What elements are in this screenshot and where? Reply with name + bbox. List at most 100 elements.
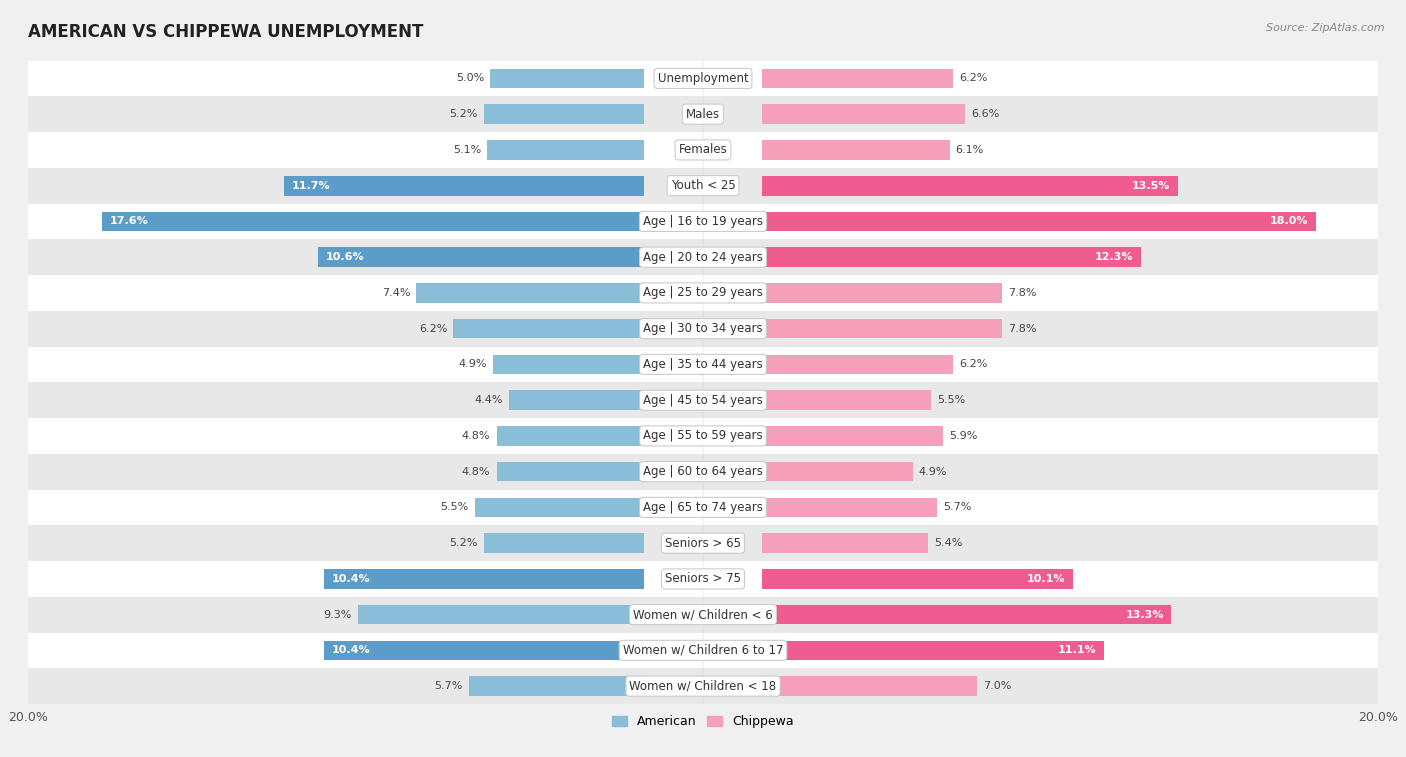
Bar	[762, 212, 1316, 231]
Bar	[762, 640, 1104, 660]
Text: 7.4%: 7.4%	[382, 288, 411, 298]
Text: 4.8%: 4.8%	[461, 431, 491, 441]
Text: 5.7%: 5.7%	[943, 503, 972, 512]
Text: Women w/ Children 6 to 17: Women w/ Children 6 to 17	[623, 644, 783, 657]
Bar	[28, 490, 1378, 525]
Text: 6.6%: 6.6%	[972, 109, 1000, 119]
Bar	[762, 534, 928, 553]
Text: 6.2%: 6.2%	[959, 360, 987, 369]
Bar	[323, 640, 644, 660]
Bar	[28, 311, 1378, 347]
Text: 6.2%: 6.2%	[959, 73, 987, 83]
Text: 5.7%: 5.7%	[434, 681, 463, 691]
Bar	[762, 283, 1002, 303]
Text: 6.1%: 6.1%	[956, 145, 984, 155]
Text: Males: Males	[686, 107, 720, 120]
Text: Women w/ Children < 6: Women w/ Children < 6	[633, 608, 773, 621]
Text: 10.6%: 10.6%	[326, 252, 364, 262]
Text: 7.0%: 7.0%	[983, 681, 1012, 691]
Bar	[28, 382, 1378, 418]
Text: 6.2%: 6.2%	[419, 324, 447, 334]
Text: Women w/ Children < 18: Women w/ Children < 18	[630, 680, 776, 693]
Text: 17.6%: 17.6%	[110, 217, 149, 226]
Text: Age | 20 to 24 years: Age | 20 to 24 years	[643, 251, 763, 263]
Bar	[496, 426, 644, 446]
Bar	[762, 426, 943, 446]
Text: Age | 60 to 64 years: Age | 60 to 64 years	[643, 465, 763, 478]
Bar	[28, 96, 1378, 132]
Text: Age | 55 to 59 years: Age | 55 to 59 years	[643, 429, 763, 442]
Bar	[762, 462, 912, 481]
Bar	[762, 104, 965, 124]
Bar	[28, 204, 1378, 239]
Text: 4.9%: 4.9%	[458, 360, 488, 369]
Bar	[28, 275, 1378, 311]
Text: Age | 30 to 34 years: Age | 30 to 34 years	[643, 322, 763, 335]
Bar	[762, 497, 938, 517]
Bar	[28, 132, 1378, 168]
Text: Age | 35 to 44 years: Age | 35 to 44 years	[643, 358, 763, 371]
Text: AMERICAN VS CHIPPEWA UNEMPLOYMENT: AMERICAN VS CHIPPEWA UNEMPLOYMENT	[28, 23, 423, 41]
Bar	[762, 391, 931, 410]
Bar	[509, 391, 644, 410]
Text: 5.0%: 5.0%	[456, 73, 484, 83]
Text: 5.2%: 5.2%	[450, 109, 478, 119]
Text: 4.8%: 4.8%	[461, 466, 491, 477]
Text: 5.1%: 5.1%	[453, 145, 481, 155]
Bar	[484, 534, 644, 553]
Text: 7.8%: 7.8%	[1008, 288, 1036, 298]
Text: 10.4%: 10.4%	[332, 574, 370, 584]
Text: 13.5%: 13.5%	[1132, 181, 1170, 191]
Text: Age | 25 to 29 years: Age | 25 to 29 years	[643, 286, 763, 300]
Text: 11.7%: 11.7%	[291, 181, 330, 191]
Bar	[28, 453, 1378, 490]
Text: Seniors > 65: Seniors > 65	[665, 537, 741, 550]
Bar	[28, 597, 1378, 633]
Bar	[491, 69, 644, 89]
Bar	[475, 497, 644, 517]
Bar	[28, 61, 1378, 96]
Text: 5.5%: 5.5%	[938, 395, 966, 405]
Text: 5.5%: 5.5%	[440, 503, 468, 512]
Legend: American, Chippewa: American, Chippewa	[607, 710, 799, 733]
Text: 4.9%: 4.9%	[918, 466, 948, 477]
Bar	[28, 168, 1378, 204]
Bar	[416, 283, 644, 303]
Text: 5.4%: 5.4%	[934, 538, 963, 548]
Text: 18.0%: 18.0%	[1270, 217, 1309, 226]
Bar	[453, 319, 644, 338]
Bar	[762, 248, 1140, 267]
Text: Youth < 25: Youth < 25	[671, 179, 735, 192]
Text: 13.3%: 13.3%	[1125, 609, 1164, 620]
Bar	[468, 676, 644, 696]
Text: 10.1%: 10.1%	[1026, 574, 1066, 584]
Text: Females: Females	[679, 143, 727, 157]
Text: 11.1%: 11.1%	[1057, 646, 1095, 656]
Text: 5.2%: 5.2%	[450, 538, 478, 548]
Bar	[484, 104, 644, 124]
Bar	[496, 462, 644, 481]
Text: Source: ZipAtlas.com: Source: ZipAtlas.com	[1267, 23, 1385, 33]
Text: Seniors > 75: Seniors > 75	[665, 572, 741, 585]
Bar	[284, 176, 644, 195]
Bar	[28, 633, 1378, 668]
Bar	[359, 605, 644, 625]
Text: 5.9%: 5.9%	[949, 431, 979, 441]
Text: Age | 45 to 54 years: Age | 45 to 54 years	[643, 394, 763, 407]
Text: 9.3%: 9.3%	[323, 609, 352, 620]
Bar	[762, 140, 949, 160]
Bar	[28, 347, 1378, 382]
Text: Unemployment: Unemployment	[658, 72, 748, 85]
Bar	[762, 676, 977, 696]
Bar	[494, 354, 644, 374]
Bar	[318, 248, 644, 267]
Bar	[28, 525, 1378, 561]
Text: 7.8%: 7.8%	[1008, 324, 1036, 334]
Text: 10.4%: 10.4%	[332, 646, 370, 656]
Text: Age | 65 to 74 years: Age | 65 to 74 years	[643, 501, 763, 514]
Bar	[28, 418, 1378, 453]
Text: 4.4%: 4.4%	[474, 395, 503, 405]
Bar	[103, 212, 644, 231]
Bar	[488, 140, 644, 160]
Bar	[762, 69, 953, 89]
